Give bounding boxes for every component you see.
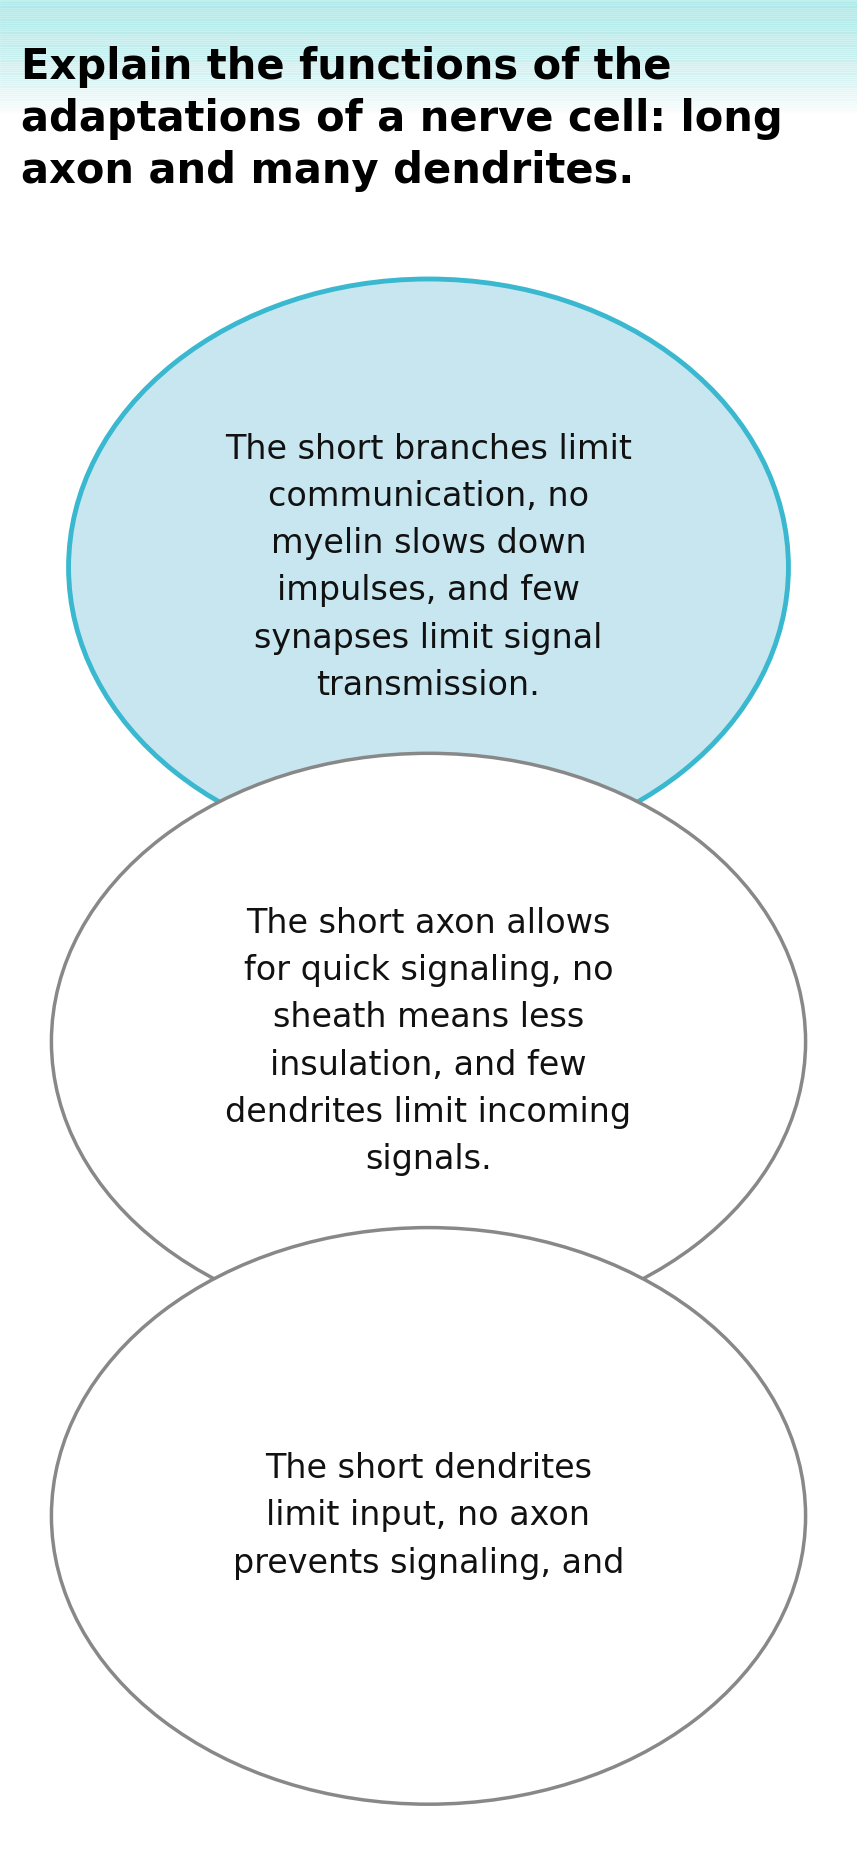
Bar	[0, 110, 857, 112]
Text: The short branches limit
communication, no
myelin slows down
impulses, and few
s: The short branches limit communication, …	[225, 433, 632, 701]
Bar	[0, 48, 857, 50]
Bar	[0, 2, 857, 4]
Bar	[0, 39, 857, 41]
Bar	[0, 11, 857, 13]
Ellipse shape	[69, 279, 788, 856]
Bar	[0, 82, 857, 84]
Bar	[0, 60, 857, 61]
Bar	[0, 22, 857, 24]
Bar	[0, 19, 857, 20]
Text: The short axon allows
for quick signaling, no
sheath means less
insulation, and : The short axon allows for quick signalin…	[225, 908, 632, 1176]
Bar	[0, 86, 857, 87]
Bar	[0, 35, 857, 37]
Bar	[0, 65, 857, 67]
Bar	[0, 28, 857, 30]
Bar	[0, 15, 857, 17]
Ellipse shape	[51, 753, 806, 1330]
Bar	[0, 32, 857, 33]
Bar	[0, 89, 857, 91]
Bar	[0, 93, 857, 95]
Bar	[0, 56, 857, 58]
Bar	[0, 6, 857, 7]
Text: Explain the functions of the
adaptations of a nerve cell: long
axon and many den: Explain the functions of the adaptations…	[21, 46, 783, 192]
Text: The short dendrites
limit input, no axon
prevents signaling, and: The short dendrites limit input, no axon…	[233, 1453, 624, 1579]
Bar	[0, 73, 857, 74]
Bar	[0, 106, 857, 108]
Bar	[0, 52, 857, 54]
Bar	[0, 76, 857, 78]
Bar	[0, 80, 857, 82]
Bar	[0, 69, 857, 71]
Bar	[0, 100, 857, 102]
Bar	[0, 97, 857, 99]
Bar	[0, 102, 857, 104]
Ellipse shape	[51, 1228, 806, 1804]
Bar	[0, 43, 857, 45]
